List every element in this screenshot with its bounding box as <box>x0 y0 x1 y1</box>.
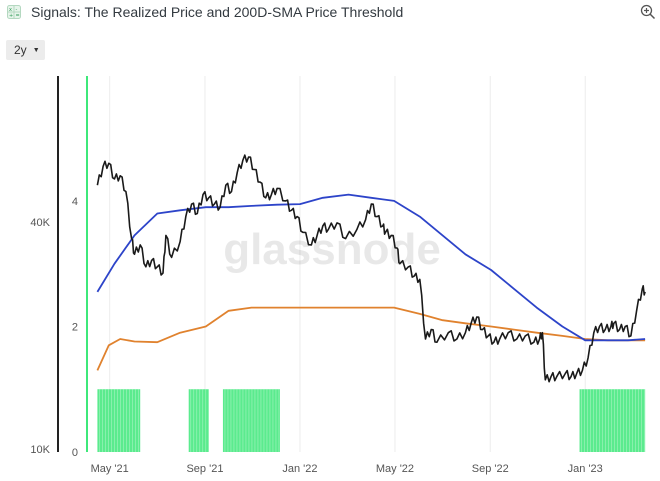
x-tick-label: May '21 <box>91 463 129 475</box>
signal-bars <box>97 389 646 452</box>
y-right-tick-label: 2 <box>72 321 78 333</box>
chart-series <box>96 154 646 383</box>
x-tick-label: Sep '21 <box>186 463 223 475</box>
chart-header: x - + = Signals: The Realized Price and … <box>0 0 660 28</box>
x-tick-label: Jan '22 <box>282 463 317 475</box>
svg-text:=: = <box>16 13 20 19</box>
y-right-tick-label: 4 <box>72 196 78 208</box>
svg-text:-: - <box>16 7 18 13</box>
chart-title: Signals: The Realized Price and 200D-SMA… <box>31 4 404 20</box>
chart-axes: May '21 Sep '21 Jan '22 May '22 Sep '22 Jan '… <box>30 76 603 475</box>
chart-grid-icon: x - + = <box>7 5 21 19</box>
y-right-tick-label: 0 <box>72 447 78 459</box>
x-tick-label: Jan '23 <box>568 463 603 475</box>
signal-bar <box>97 389 141 452</box>
series-line-price <box>96 154 646 383</box>
svg-text:x: x <box>9 7 12 13</box>
range-selector[interactable]: 2y ▼ <box>6 40 45 60</box>
caret-down-icon: ▼ <box>32 47 40 54</box>
signal-bar <box>579 389 646 452</box>
y-left-tick-label: 40K <box>30 217 50 229</box>
svg-text:+: + <box>9 13 13 19</box>
x-tick-label: May '22 <box>376 463 414 475</box>
range-selector-label: 2y <box>14 43 27 57</box>
series-line-realized-price <box>96 306 646 371</box>
series-line-200d-sma <box>96 193 646 342</box>
y-left-tick-label: 10K <box>30 444 50 456</box>
signal-bar <box>222 389 280 452</box>
signal-bar <box>188 389 209 452</box>
x-tick-label: Sep '22 <box>472 463 509 475</box>
zoom-in-icon[interactable] <box>640 4 656 20</box>
